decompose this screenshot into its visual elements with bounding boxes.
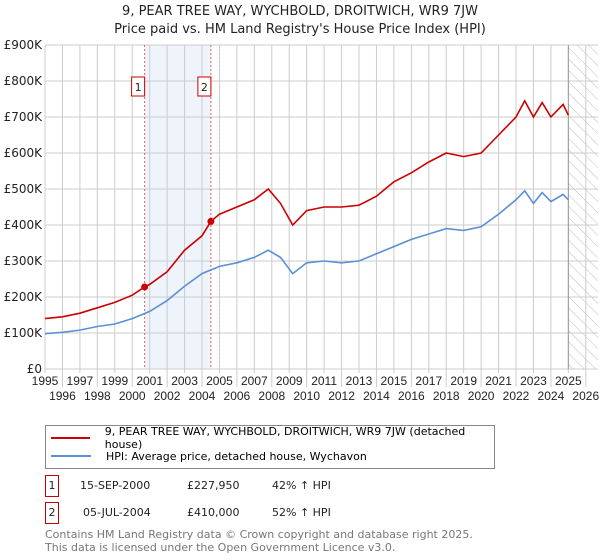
legend-label: HPI: Average price, detached house, Wych… [106,449,367,463]
x-tick-label: 2003 [171,374,198,388]
footer-line: This data is licensed under the Open Gov… [45,541,396,554]
sale-row-2: 2 05-JUL-2004 £410,000 52% ↑ HPI [45,502,445,524]
forecast-hatch [568,45,598,369]
x-tick-label: 2011 [311,374,337,388]
plot-area: 1995199619971998199920002001200220032004… [4,38,600,403]
sale-date: 05-JUL-2004 [83,506,151,519]
sale-row-1: 1 15-SEP-2000 £227,950 42% ↑ HPI [45,475,445,497]
x-tick-label: 2016 [398,389,425,403]
x-tick-label: 2020 [468,389,495,403]
x-tick-label: 2009 [276,374,303,388]
x-tick-label: 2015 [381,374,408,388]
x-tick-label: 1997 [67,374,94,388]
x-tick-label: 2019 [450,374,477,388]
x-tick-label: 2004 [189,389,216,403]
y-tick-label: £400K [4,218,44,232]
y-tick-label: £0 [27,362,42,376]
legend-label: 9, PEAR TREE WAY, WYCHBOLD, DROITWICH, W… [104,425,466,451]
y-tick-label: £600K [4,146,44,160]
x-tick-label: 2017 [415,374,442,388]
x-tick-label: 1998 [84,389,111,403]
footer-line: Contains HM Land Registry data © Crown c… [45,528,473,541]
y-tick-label: £500K [4,182,44,196]
sale-price: £410,000 [187,506,240,519]
x-tick-label: 2018 [433,389,460,403]
legend-swatch [51,437,90,439]
sale-marker-box [197,76,212,97]
x-tick-label: 2008 [258,389,285,403]
x-tick-label: 2025 [555,374,582,388]
y-tick-label: £200K [4,290,44,304]
x-tick-label: 1996 [49,389,76,403]
sale-point [141,283,149,291]
sale-marker-label: 1 [135,81,142,94]
sale-hpi: 52% ↑ HPI [272,506,331,519]
x-tick-label: 2014 [363,389,390,403]
x-tick-label: 2010 [293,389,320,403]
x-tick-label: 1995 [32,374,59,388]
y-tick-label: £100K [4,326,44,340]
x-tick-label: 2012 [328,389,355,403]
y-tick-label: £800K [4,74,44,88]
x-tick-label: 2022 [503,389,530,403]
x-tick-label: 2002 [154,389,181,403]
x-tick-label: 2000 [119,389,146,403]
y-tick-label: £300K [4,254,44,268]
x-tick-label: 2023 [520,374,547,388]
legend-item-property: 9, PEAR TREE WAY, WYCHBOLD, DROITWICH, W… [46,425,494,451]
legend: 9, PEAR TREE WAY, WYCHBOLD, DROITWICH, W… [45,425,495,469]
x-tick-label: 2005 [206,374,233,388]
x-tick-label: 2021 [485,374,512,388]
sale-marker-box [131,76,146,97]
sale-price: £227,950 [187,479,240,492]
x-tick-label: 2006 [224,389,251,403]
chart-title: 9, PEAR TREE WAY, WYCHBOLD, DROITWICH, W… [122,4,478,19]
x-tick-label: 2026 [572,389,599,403]
x-tick-label: 2001 [136,374,163,388]
sale-marker-label: 2 [201,81,208,94]
x-tick-label: 2007 [241,374,268,388]
x-tick-label: 1999 [101,374,128,388]
sale-point [207,217,215,225]
sale-badge: 1 [45,475,59,497]
hpi-line [44,189,569,335]
sale-badge: 2 [45,502,59,524]
legend-item-hpi: HPI: Average price, detached house, Wych… [46,448,367,464]
ownership-shading [144,45,211,369]
x-tick-label: 2024 [538,389,565,403]
y-tick-label: £700K [4,110,44,124]
footer: Contains HM Land Registry data © Crown c… [45,528,473,554]
sale-date: 15-SEP-2000 [80,479,151,492]
y-tick-label: £900K [4,38,44,52]
legend-swatch [51,455,91,457]
sale-hpi: 42% ↑ HPI [272,479,331,492]
x-tick-label: 2013 [346,374,373,388]
chart-subtitle: Price paid vs. HM Land Registry's House … [114,22,486,37]
